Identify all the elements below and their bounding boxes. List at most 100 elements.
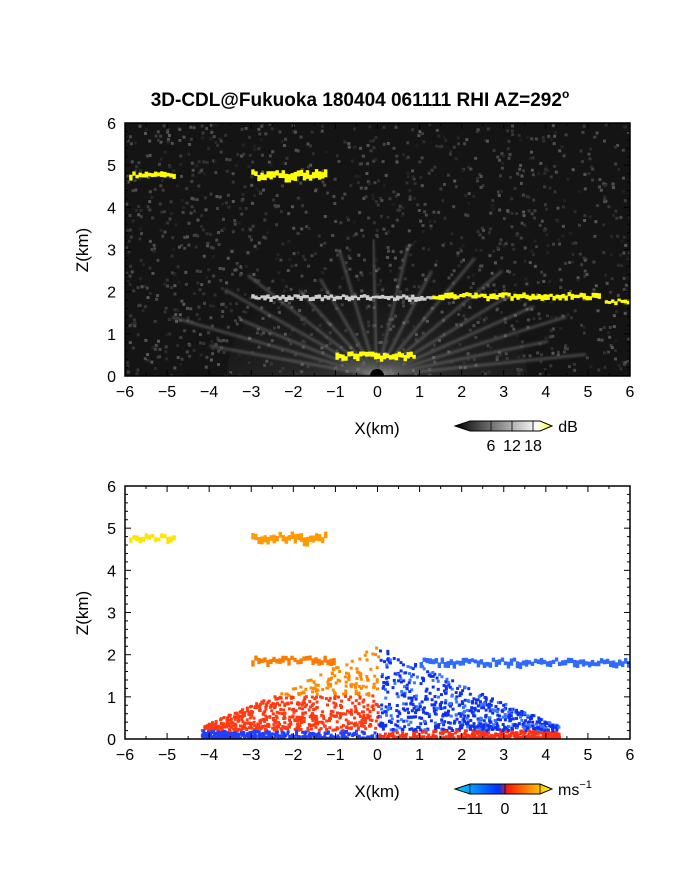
velocity-pixel	[466, 725, 470, 729]
velocity-pixel	[435, 676, 439, 680]
colorbar-ticks: −11 0 11	[457, 784, 548, 818]
layer-pixel	[320, 537, 325, 544]
velocity-pixel	[258, 709, 262, 713]
velocity-pixel	[456, 735, 460, 739]
velocity-pixel	[246, 721, 250, 725]
velocity-pixel	[426, 670, 430, 674]
velocity-pixel	[548, 721, 552, 725]
layer-pixel	[534, 295, 538, 300]
velocity-pixel	[504, 729, 508, 733]
noise-pixel	[366, 143, 370, 147]
noise-pixel	[499, 174, 503, 178]
velocity-pixel	[353, 683, 357, 687]
velocity-pixel	[296, 719, 300, 723]
layer-pixel	[575, 660, 580, 668]
velocity-pixel	[273, 719, 277, 723]
velocity-pixel	[411, 667, 415, 671]
velocity-pixel	[257, 732, 261, 736]
velocity-pixel	[468, 736, 472, 739]
velocity-pixel	[315, 692, 319, 696]
velocity-pixel	[231, 731, 235, 735]
noise-pixel	[296, 196, 300, 200]
layer-pixel	[266, 171, 270, 178]
noise-pixel	[582, 331, 586, 335]
velocity-pixel	[354, 689, 358, 693]
velocity-pixel	[412, 732, 416, 736]
noise-pixel	[549, 315, 553, 319]
noise-pixel	[129, 142, 133, 146]
velocity-pixel	[315, 700, 319, 704]
noise-pixel	[528, 354, 532, 358]
noise-pixel	[412, 196, 416, 200]
x-tick-label: 2	[457, 747, 466, 764]
noise-pixel	[510, 225, 514, 229]
velocity-pixel	[349, 683, 353, 687]
layer-pixel	[518, 662, 523, 670]
noise-pixel	[164, 306, 168, 310]
noise-pixel	[596, 309, 600, 313]
noise-pixel	[419, 176, 423, 180]
velocity-pixel	[339, 731, 343, 735]
noise-pixel	[169, 200, 173, 204]
noise-pixel	[267, 286, 271, 290]
noise-pixel	[562, 199, 566, 203]
velocity-pixel	[452, 736, 456, 739]
velocity-pixel	[332, 668, 336, 672]
layer-pixel	[497, 659, 502, 665]
noise-pixel	[151, 216, 155, 220]
noise-pixel	[279, 210, 283, 214]
velocity-pixel	[203, 726, 207, 730]
velocity-pixel	[317, 728, 321, 732]
noise-pixel	[626, 276, 630, 280]
noise-pixel	[539, 161, 543, 165]
noise-pixel	[607, 350, 611, 354]
noise-pixel	[619, 367, 623, 371]
velocity-pixel	[372, 682, 376, 686]
velocity-pixel	[211, 736, 215, 739]
noise-pixel	[204, 208, 208, 212]
velocity-pixel	[391, 731, 395, 735]
noise-pixel	[379, 196, 383, 200]
velocity-pixel	[344, 718, 348, 722]
noise-pixel	[137, 161, 141, 165]
velocity-pixel	[484, 722, 488, 726]
noise-pixel	[352, 234, 356, 238]
layer-pixel	[296, 533, 301, 540]
velocity-pixel	[447, 726, 451, 730]
noise-pixel	[522, 169, 526, 173]
noise-pixel	[589, 365, 593, 369]
layer-pixel	[426, 296, 430, 299]
velocity-pixel	[362, 732, 366, 736]
noise-pixel	[151, 345, 155, 349]
velocity-pixel	[327, 730, 331, 734]
velocity-pixel	[264, 705, 268, 709]
velocity-pixel	[269, 703, 273, 707]
layer-pixel	[545, 661, 550, 667]
noise-pixel	[522, 210, 526, 214]
velocity-pixel	[439, 707, 443, 711]
velocity-pixel	[472, 722, 476, 726]
noise-pixel	[474, 156, 478, 160]
velocity-pixel	[362, 714, 366, 718]
noise-pixel	[158, 347, 162, 351]
aerosol-cloud-layer	[251, 531, 328, 547]
noise-pixel	[210, 130, 214, 134]
velocity-pixel	[495, 725, 499, 729]
noise-pixel	[612, 213, 616, 217]
noise-pixel	[511, 243, 515, 247]
velocity-pixel	[530, 734, 534, 738]
velocity-pixel	[329, 682, 333, 686]
noise-pixel	[354, 232, 358, 236]
velocity-pixel	[376, 711, 380, 715]
layer-pixel	[383, 295, 388, 299]
noise-pixel	[128, 282, 132, 286]
velocity-pixel	[236, 719, 240, 723]
layer-pixel	[323, 531, 328, 539]
layer-pixel	[447, 292, 451, 299]
velocity-pixel	[386, 649, 390, 653]
velocity-pixel	[405, 719, 409, 723]
layer-pixel	[138, 172, 142, 178]
noise-pixel	[408, 197, 412, 201]
noise-pixel	[597, 338, 601, 342]
noise-pixel	[622, 125, 626, 129]
